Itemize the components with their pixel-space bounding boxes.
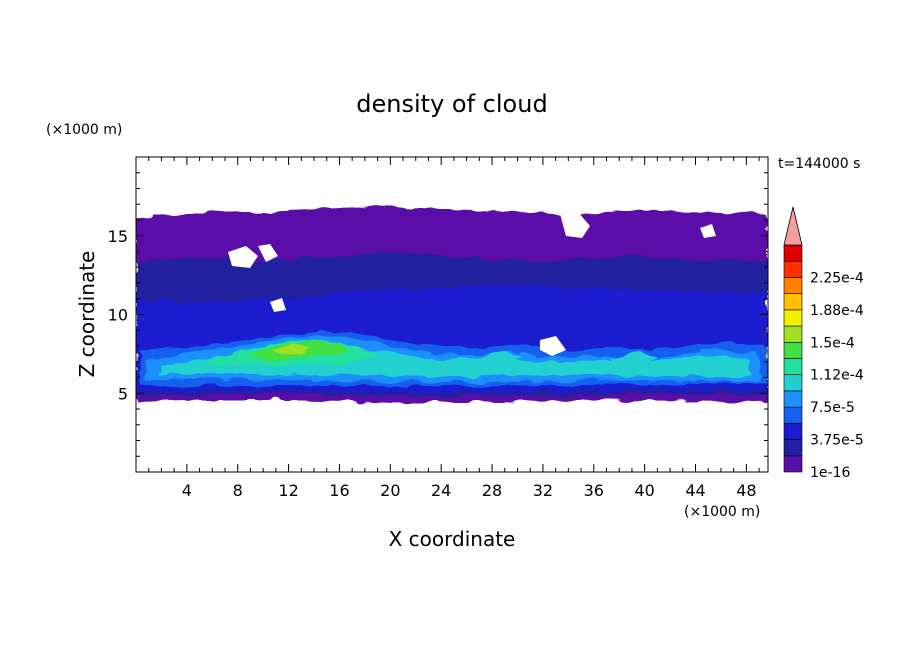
- colorbar-segment: [783, 341, 803, 359]
- y-tick-label: 15: [108, 227, 128, 246]
- colorbar-segment: [783, 423, 803, 440]
- colorbar-segment: [783, 374, 803, 392]
- colorbar-tick-label: 1e-16: [810, 465, 850, 481]
- colorbar-tick-label: 1.5e-4: [810, 335, 855, 351]
- colorbar-segment: [783, 390, 803, 408]
- colorbar-segment: [783, 293, 803, 311]
- x-tick-label: 44: [685, 481, 705, 500]
- colorbar: 1e-16 3.75e-5 7.5e-5 1.12e-4 1.5e-4 1.88e-4 2.…: [783, 206, 864, 481]
- x-tick-label: 28: [482, 481, 502, 500]
- colorbar-segment: [783, 325, 803, 343]
- colorbar-tick-label: 1.12e-4: [810, 368, 864, 384]
- chart-title: density of cloud: [356, 90, 547, 118]
- x-tick-label: 32: [533, 481, 553, 500]
- y-axis: 5 10 15: [108, 172, 768, 457]
- colorbar-tick-label: 3.75e-5: [810, 433, 864, 449]
- cloud-gap: [270, 298, 286, 312]
- cloud-gap: [540, 336, 566, 356]
- x-axis-label: X coordinate: [389, 527, 516, 551]
- contour-band-4b: [470, 352, 520, 366]
- colorbar-overflow-triangle: [783, 206, 803, 246]
- cloud-gap: [700, 224, 716, 238]
- contour-band-4c: [610, 352, 660, 366]
- x-tick-label: 40: [634, 481, 654, 500]
- colorbar-tick-label: 7.5e-5: [810, 400, 855, 416]
- x-tick-label: 20: [380, 481, 400, 500]
- x-tick-label: 4: [182, 481, 192, 500]
- colorbar-tick-label: 2.25e-4: [810, 270, 864, 286]
- contour-band-8: [272, 344, 312, 355]
- y-axis-label: Z coordinate: [75, 251, 99, 378]
- cloud-gap: [258, 244, 278, 262]
- y-unit-label: (×1000 m): [46, 122, 122, 138]
- x-tick-label: 48: [736, 481, 756, 500]
- y-tick-label: 10: [108, 306, 128, 325]
- time-label: t=144000 s: [778, 156, 860, 172]
- colorbar-segment: [783, 406, 803, 424]
- colorbar-segment: [783, 358, 803, 376]
- cloud-gap: [560, 212, 590, 238]
- colorbar-segment: [783, 455, 803, 473]
- x-tick-label: 36: [584, 481, 604, 500]
- x-unit-label: (×1000 m): [684, 504, 760, 520]
- colorbar-segment: [783, 277, 803, 294]
- x-tick-label: 12: [278, 481, 298, 500]
- colorbar-tick-label: 1.88e-4: [810, 303, 864, 319]
- colorbar-segment: [783, 309, 803, 327]
- x-tick-label: 16: [329, 481, 349, 500]
- cloud-gap: [228, 246, 258, 268]
- x-tick-label: 8: [233, 481, 243, 500]
- colorbar-segment: [783, 244, 803, 262]
- y-tick-label: 5: [118, 384, 128, 403]
- contour-field: [136, 206, 768, 402]
- colorbar-segment: [783, 439, 803, 457]
- x-tick-label: 24: [431, 481, 451, 500]
- colorbar-segment: [783, 260, 803, 278]
- x-axis: 4 8 12 16 20 24 28 32 36 40 44 48: [148, 157, 760, 500]
